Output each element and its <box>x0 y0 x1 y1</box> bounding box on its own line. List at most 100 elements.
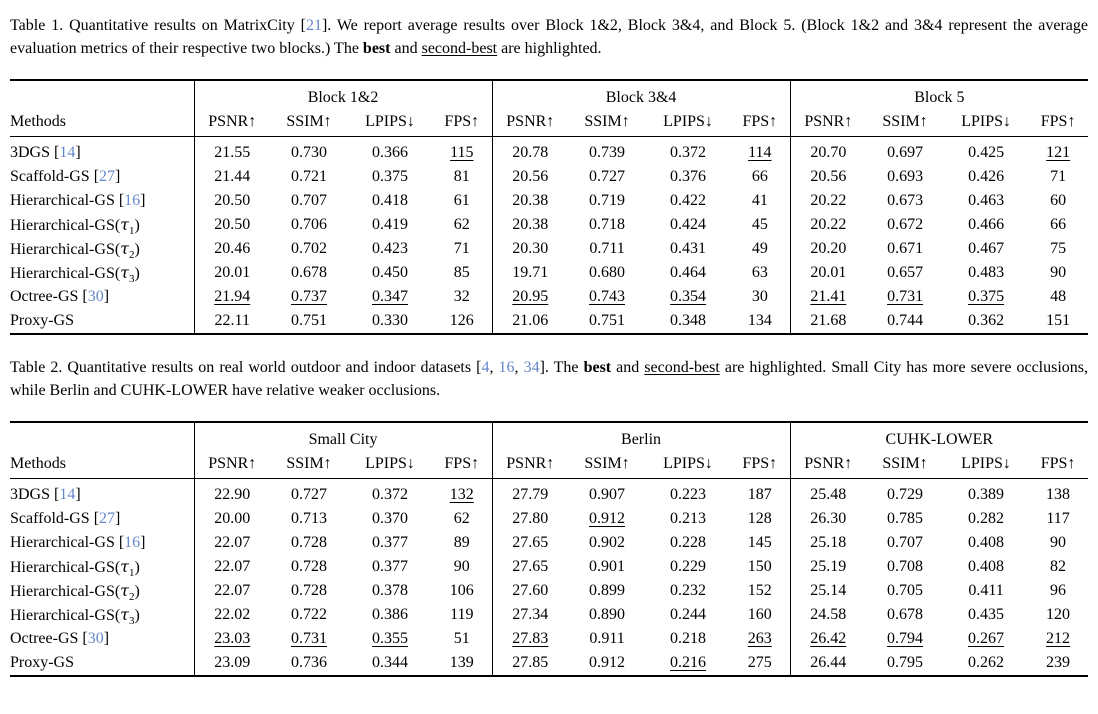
value-cell: 151 <box>1046 312 1071 329</box>
metric-header: LPIPS↓ <box>348 107 432 137</box>
value-cell: 0.785 <box>887 510 924 527</box>
value-cell: 0.344 <box>372 654 408 671</box>
citation-link[interactable]: 21 <box>305 17 322 34</box>
value-cell: 187 <box>730 478 791 507</box>
value-cell: 0.736 <box>291 654 327 671</box>
value-cell: 75 <box>1050 240 1067 257</box>
value-cell: 0.731 <box>887 288 924 305</box>
value-cell: 27.65 <box>512 534 549 551</box>
method-cell: Hierarchical-GS(τ3) <box>10 603 195 627</box>
value-cell: 114 <box>730 136 791 165</box>
caption-text: are highlighted. <box>497 40 602 57</box>
value-cell: 0.657 <box>887 264 924 281</box>
value-cell: 0.348 <box>670 312 707 329</box>
table-row: 3DGS [14] 22.90 0.727 0.372 132 27.79 0.907 0.2… <box>10 478 1088 507</box>
citation-link[interactable]: 16 <box>124 192 141 209</box>
value-cell: 0.751 <box>291 312 327 329</box>
value-cell: 139 <box>432 651 493 676</box>
value-cell: 0.347 <box>372 288 408 305</box>
value-cell: 0.744 <box>887 312 924 329</box>
tau-symbol: τ <box>120 239 130 258</box>
value-cell: 0.728 <box>291 558 327 575</box>
value-cell: 26.42 <box>810 630 847 647</box>
value-cell: 0.705 <box>887 582 924 599</box>
value-cell: 0.366 <box>372 143 408 161</box>
citation-link[interactable]: 30 <box>87 288 104 305</box>
value-cell: 0.912 <box>589 510 626 527</box>
citation-link[interactable]: 16 <box>498 359 515 376</box>
citation-link[interactable]: 30 <box>87 630 104 647</box>
caption-text: Table 1. Quantitative results on MatrixC… <box>10 17 306 34</box>
citation-link[interactable]: 16 <box>124 534 141 551</box>
value-cell: 21.68 <box>810 312 847 329</box>
table-2-results: Small City Berlin CUHK-LOWER Methods PSNR↑ SS… <box>10 421 1089 677</box>
tau-index: 1 <box>129 225 135 237</box>
method-name: 3DGS <box>10 143 51 161</box>
value-cell: 20.50 <box>214 216 251 233</box>
method-name: Octree-GS <box>10 630 79 647</box>
caption-text: , <box>514 359 524 376</box>
value-cell: 90 <box>1050 534 1067 551</box>
value-cell: 0.907 <box>589 485 626 503</box>
value-cell: 0.378 <box>372 582 408 599</box>
value-cell: 239 <box>1046 654 1071 671</box>
method-cell: Hierarchical-GS(τ2) <box>10 579 195 603</box>
method-name: 3DGS <box>10 485 51 503</box>
value-cell: 134 <box>730 309 791 334</box>
value-cell: 115 <box>432 136 493 165</box>
value-cell: 0.422 <box>670 192 707 209</box>
method-name: Hierarchical-GS <box>10 217 115 234</box>
method-cell: Octree-GS [30] <box>10 627 195 651</box>
value-cell: 0.450 <box>372 264 408 281</box>
table-row: Hierarchical-GS(τ1) 22.07 0.728 0.377 90 27.6… <box>10 555 1088 579</box>
group-header-row: Block 1&2 Block 3&4 Block 5 <box>10 80 1088 107</box>
value-cell: 0.267 <box>968 630 1005 647</box>
value-cell: 49 <box>730 237 791 261</box>
value-cell: 30 <box>730 285 791 309</box>
value-cell: 27.79 <box>512 485 549 503</box>
value-cell: 0.911 <box>589 630 625 647</box>
value-cell: 0.377 <box>372 558 408 575</box>
method-name: Hierarchical-GS <box>10 241 115 258</box>
group-header-row: Small City Berlin CUHK-LOWER <box>10 422 1088 449</box>
citation-link[interactable]: 27 <box>99 510 116 527</box>
value-cell: 25.18 <box>810 534 847 551</box>
value-cell: 0.408 <box>968 534 1005 551</box>
tau-index: 3 <box>129 273 135 285</box>
value-cell: 128 <box>730 507 791 531</box>
citation-link[interactable]: 34 <box>523 359 540 376</box>
tau-index: 2 <box>129 249 135 261</box>
value-cell: 106 <box>432 579 493 603</box>
value-cell: 22.07 <box>214 582 251 599</box>
value-cell: 0.727 <box>291 485 327 503</box>
caption-text: second-best <box>421 40 498 57</box>
value-cell: 0.354 <box>670 288 707 305</box>
value-cell: 24.58 <box>810 606 847 623</box>
value-cell: 89 <box>432 531 493 555</box>
value-cell: 60 <box>1050 192 1067 209</box>
group-header-3: Block 5 <box>914 89 965 106</box>
table-2-caption: Table 2. Quantitative results on real wo… <box>10 356 1088 402</box>
metric-header: SSIM↑ <box>568 449 647 479</box>
value-cell: 160 <box>730 603 791 627</box>
value-cell: 0.743 <box>589 288 626 305</box>
table-row: Hierarchical-GS(τ1) 20.50 0.706 0.419 62 20.3… <box>10 213 1088 237</box>
method-name: Proxy-GS <box>10 654 75 671</box>
citation-link[interactable]: 14 <box>59 485 76 503</box>
method-cell: Hierarchical-GS [16] <box>10 189 195 213</box>
value-cell: 0.464 <box>670 264 707 281</box>
value-cell: 90 <box>432 555 493 579</box>
value-cell: 0.377 <box>372 534 408 551</box>
value-cell: 0.678 <box>291 264 327 281</box>
citation-link[interactable]: 4 <box>481 359 490 376</box>
value-cell: 62 <box>432 213 493 237</box>
value-cell: 27.83 <box>512 630 549 647</box>
citation-link[interactable]: 27 <box>99 168 116 185</box>
value-cell: 0.228 <box>670 534 707 551</box>
value-cell: 22.90 <box>214 485 251 503</box>
value-cell: 0.713 <box>291 510 327 527</box>
value-cell: 0.912 <box>589 654 626 671</box>
value-cell: 26.44 <box>810 654 847 671</box>
value-cell: 27.60 <box>512 582 549 599</box>
citation-link[interactable]: 14 <box>59 143 76 161</box>
